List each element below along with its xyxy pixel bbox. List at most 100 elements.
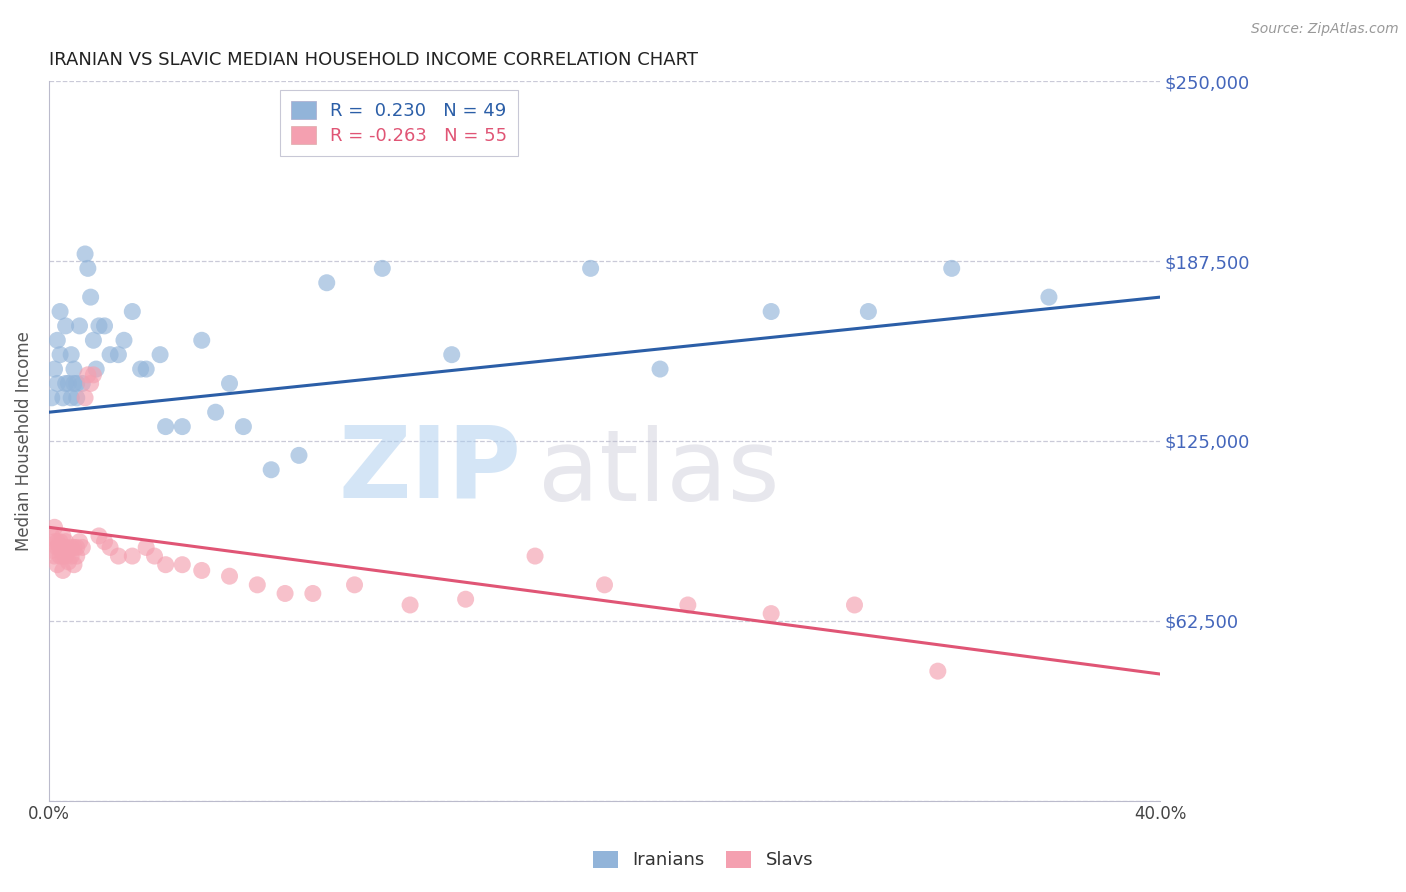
Point bbox=[941, 261, 963, 276]
Y-axis label: Median Household Income: Median Household Income bbox=[15, 331, 32, 551]
Point bbox=[46, 541, 69, 555]
Point bbox=[41, 543, 63, 558]
Point bbox=[60, 541, 83, 555]
Point bbox=[76, 261, 98, 276]
Point bbox=[72, 541, 94, 555]
Point bbox=[66, 541, 89, 555]
Point bbox=[302, 586, 325, 600]
Point bbox=[288, 449, 311, 463]
Point bbox=[75, 247, 97, 261]
Point bbox=[66, 391, 89, 405]
Point bbox=[49, 348, 72, 362]
Point bbox=[63, 362, 86, 376]
Point bbox=[41, 391, 63, 405]
Point bbox=[46, 534, 69, 549]
Point bbox=[55, 549, 77, 563]
Point bbox=[87, 529, 110, 543]
Point bbox=[524, 549, 547, 563]
Point bbox=[52, 529, 75, 543]
Point bbox=[172, 419, 194, 434]
Point bbox=[87, 318, 110, 333]
Point bbox=[218, 376, 240, 391]
Point bbox=[107, 348, 129, 362]
Point bbox=[172, 558, 194, 572]
Point bbox=[204, 405, 226, 419]
Point bbox=[98, 348, 121, 362]
Point bbox=[44, 534, 66, 549]
Point bbox=[44, 549, 66, 563]
Point bbox=[98, 541, 121, 555]
Point bbox=[55, 534, 77, 549]
Point bbox=[121, 304, 143, 318]
Point bbox=[46, 376, 69, 391]
Point bbox=[155, 558, 177, 572]
Point bbox=[343, 578, 366, 592]
Point bbox=[55, 318, 77, 333]
Point bbox=[55, 541, 77, 555]
Legend: Iranians, Slavs: Iranians, Slavs bbox=[583, 842, 823, 879]
Point bbox=[135, 541, 157, 555]
Point bbox=[927, 664, 949, 678]
Point bbox=[49, 541, 72, 555]
Point bbox=[63, 541, 86, 555]
Point bbox=[190, 333, 212, 347]
Point bbox=[52, 541, 75, 555]
Point bbox=[63, 558, 86, 572]
Text: Source: ZipAtlas.com: Source: ZipAtlas.com bbox=[1251, 22, 1399, 37]
Point bbox=[49, 549, 72, 563]
Point bbox=[49, 534, 72, 549]
Point bbox=[579, 261, 602, 276]
Point bbox=[1038, 290, 1060, 304]
Point bbox=[41, 529, 63, 543]
Point bbox=[190, 564, 212, 578]
Point bbox=[676, 598, 699, 612]
Text: ZIP: ZIP bbox=[339, 421, 522, 518]
Point bbox=[84, 362, 107, 376]
Point bbox=[135, 362, 157, 376]
Point bbox=[440, 348, 463, 362]
Point bbox=[46, 558, 69, 572]
Point bbox=[112, 333, 135, 347]
Point bbox=[155, 419, 177, 434]
Point bbox=[844, 598, 866, 612]
Point bbox=[44, 520, 66, 534]
Point bbox=[759, 607, 782, 621]
Point bbox=[55, 376, 77, 391]
Point bbox=[371, 261, 394, 276]
Text: atlas: atlas bbox=[538, 425, 779, 522]
Point bbox=[759, 304, 782, 318]
Point bbox=[315, 276, 337, 290]
Point bbox=[82, 368, 104, 382]
Text: IRANIAN VS SLAVIC MEDIAN HOUSEHOLD INCOME CORRELATION CHART: IRANIAN VS SLAVIC MEDIAN HOUSEHOLD INCOM… bbox=[49, 51, 697, 69]
Point bbox=[69, 534, 91, 549]
Point bbox=[593, 578, 616, 592]
Point bbox=[260, 463, 283, 477]
Point bbox=[52, 564, 75, 578]
Point bbox=[44, 362, 66, 376]
Point bbox=[52, 549, 75, 563]
Point bbox=[218, 569, 240, 583]
Point bbox=[232, 419, 254, 434]
Point bbox=[52, 391, 75, 405]
Point bbox=[82, 333, 104, 347]
Point bbox=[49, 304, 72, 318]
Point bbox=[60, 391, 83, 405]
Point bbox=[149, 348, 172, 362]
Point bbox=[58, 543, 80, 558]
Point bbox=[648, 362, 671, 376]
Point bbox=[79, 376, 101, 391]
Point bbox=[129, 362, 152, 376]
Point bbox=[274, 586, 297, 600]
Point bbox=[93, 318, 115, 333]
Point bbox=[66, 549, 89, 563]
Point bbox=[60, 549, 83, 563]
Point bbox=[79, 290, 101, 304]
Point bbox=[107, 549, 129, 563]
Point bbox=[60, 348, 83, 362]
Point bbox=[76, 368, 98, 382]
Legend: R =  0.230   N = 49, R = -0.263   N = 55: R = 0.230 N = 49, R = -0.263 N = 55 bbox=[280, 90, 519, 156]
Point bbox=[66, 376, 89, 391]
Point bbox=[69, 318, 91, 333]
Point bbox=[121, 549, 143, 563]
Point bbox=[63, 376, 86, 391]
